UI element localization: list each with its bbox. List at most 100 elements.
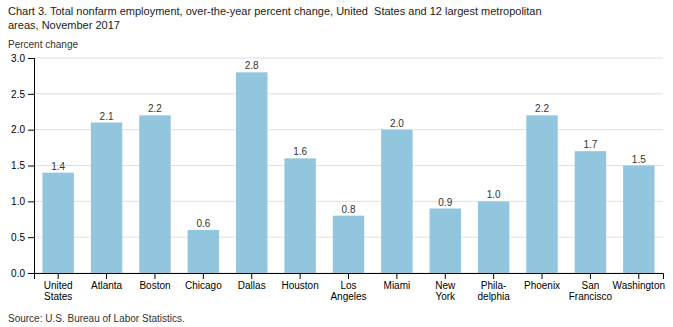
tick: Dallas [238, 273, 266, 291]
grid-line [34, 58, 663, 59]
bar [623, 166, 654, 274]
tick: 1.0 [11, 196, 34, 207]
text-line: Angeles [330, 291, 366, 302]
tick-label: Atlanta [91, 280, 123, 291]
bar [188, 230, 219, 273]
tick: Miami [384, 273, 411, 291]
source-note: Source: U.S. Bureau of Labor Statistics. [8, 313, 185, 324]
tick-label: Washington [613, 280, 665, 291]
text-line: Francisco [569, 291, 613, 302]
tick: Boston [139, 273, 170, 291]
grid-line [34, 129, 663, 130]
tick-label: Boston [139, 280, 170, 291]
tick-mark [638, 273, 639, 279]
tick-mark [396, 273, 397, 279]
data-label: 2.8 [245, 60, 259, 71]
text-line: New [435, 280, 456, 291]
tick-label: 2.0 [11, 124, 25, 135]
text-line: San [582, 280, 600, 291]
tick-mark [28, 273, 34, 274]
text-line: Phila- [481, 280, 507, 291]
tick-mark [590, 273, 591, 279]
tick: LosAngeles [330, 273, 366, 302]
text-line: Atlanta [91, 280, 123, 291]
tick-label: Chicago [185, 280, 222, 291]
tick-label: 0.5 [11, 232, 25, 243]
tick-mark [203, 273, 204, 279]
grid-line [34, 201, 663, 202]
data-label: 1.4 [51, 161, 65, 172]
data-label: 0.8 [342, 204, 356, 215]
tick-mark [28, 201, 34, 202]
grid [34, 58, 663, 273]
bar [139, 115, 170, 273]
tick-label: LosAngeles [330, 280, 366, 302]
data-label: 2.0 [390, 118, 404, 129]
tick-mark [58, 273, 59, 279]
tick: 0.5 [11, 232, 34, 243]
text-line: Chicago [185, 280, 222, 291]
tick-mark [28, 94, 34, 95]
text-line: Boston [139, 280, 170, 291]
text-line: Los [340, 280, 356, 291]
text-line: Dallas [238, 280, 266, 291]
tick-label: 3.0 [11, 53, 25, 64]
bar [478, 201, 509, 273]
tick-mark [28, 130, 34, 131]
chart: Chart 3. Total nonfarm employment, over-… [0, 0, 673, 327]
title: Chart 3. Total nonfarm employment, over-… [8, 5, 542, 31]
tick: 2.5 [11, 89, 34, 100]
text-line: areas, November 2017 [8, 19, 120, 31]
data-label: 1.6 [293, 146, 307, 157]
text-line: Miami [384, 280, 411, 291]
text-line: York [435, 291, 456, 302]
data-label: 1.5 [632, 154, 646, 165]
tick: Chicago [185, 273, 222, 291]
grid-line [34, 165, 663, 166]
bar [381, 130, 412, 273]
tick-label: Miami [384, 280, 411, 291]
tick: NewYork [435, 273, 456, 302]
tick: 0.0 [11, 268, 34, 279]
bar [284, 158, 315, 273]
tick: SanFrancisco [569, 273, 613, 302]
tick: UnitedStates [44, 273, 73, 302]
bar [42, 173, 73, 273]
tick-mark [300, 273, 301, 279]
tick-mark [348, 273, 349, 279]
data-label: 1.7 [583, 139, 597, 150]
data-label: 0.6 [196, 218, 210, 229]
tick-label: Dallas [238, 280, 266, 291]
y-axis: 0.0 0.5 1.0 1.5 2.0 2.5 3.0 [11, 53, 34, 279]
tick: 2.0 [11, 124, 34, 135]
data-label: 0.9 [438, 197, 452, 208]
tick: 3.0 [11, 53, 34, 64]
tick-label: Phila-delphia [478, 280, 511, 302]
bar [236, 72, 267, 273]
data-labels: 1.42.12.20.62.81.60.82.00.91.02.21.71.5 [51, 60, 646, 229]
text-line: Phoenix [524, 280, 560, 291]
bar [575, 151, 606, 273]
plot-area: 0.0 0.5 1.0 1.5 2.0 2.5 3.0 UnitedStates Atlanta… [11, 53, 665, 302]
tick-mark [28, 166, 34, 167]
text-line: Houston [281, 280, 318, 291]
y-axis-label: Percent change [8, 39, 78, 50]
tick: Phoenix [524, 273, 560, 291]
text-line: States [44, 291, 72, 302]
tick-label: 1.0 [11, 196, 25, 207]
tick: Atlanta [91, 273, 123, 291]
tick-label: 2.5 [11, 89, 25, 100]
tick: Phila-delphia [478, 273, 511, 302]
bar [333, 216, 364, 273]
tick-mark [445, 273, 446, 279]
data-label: 2.2 [535, 103, 549, 114]
tick-mark [154, 273, 155, 279]
tick-label: UnitedStates [44, 280, 73, 302]
text-line: Washington [613, 280, 665, 291]
tick-label: Phoenix [524, 280, 560, 291]
x-axis: UnitedStates Atlanta Boston Chicago Dallas Ho… [35, 273, 666, 302]
bar [526, 115, 557, 273]
tick-label: 1.5 [11, 160, 25, 171]
bar [430, 209, 461, 274]
bars [42, 72, 654, 273]
